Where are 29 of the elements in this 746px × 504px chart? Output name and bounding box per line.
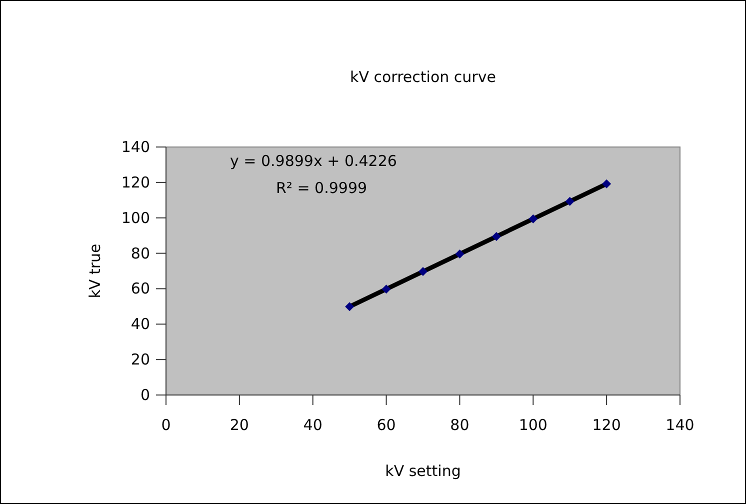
point (382, 284, 391, 294)
x-tick-label: 140 (666, 416, 694, 434)
y-tick-label: 20 (130, 350, 150, 369)
y-tick-label: 60 (130, 280, 150, 298)
point (602, 179, 612, 188)
y-tick-label: 120 (121, 173, 150, 192)
x-tick-label: 80 (450, 416, 470, 434)
y-tick-label: 0 (140, 386, 150, 404)
point (492, 232, 501, 241)
point (565, 196, 574, 206)
x-tick-label: 120 (592, 416, 621, 434)
point (345, 302, 354, 312)
annotation: y = 0.9899x + 0.4226 (230, 152, 397, 170)
y-tick-label: 140 (121, 138, 150, 156)
point (455, 249, 464, 258)
point (528, 214, 538, 224)
x-axis-title: kV setting (385, 462, 461, 480)
y-tick-label: 40 (130, 315, 150, 334)
y-tick-label: 80 (130, 244, 150, 262)
annotation: R² = 0.9999 (276, 179, 368, 197)
x-tick-label: 40 (303, 416, 322, 434)
y-tick-label: 100 (121, 208, 150, 227)
point (418, 267, 428, 276)
y-axis-title: kV true (86, 244, 104, 298)
x-tick-label: 100 (518, 416, 548, 434)
x-tick-label: 0 (161, 416, 171, 434)
x-tick-label: 20 (230, 416, 249, 434)
chart-title: kV correction curve (350, 68, 496, 86)
x-tick-label: 60 (376, 416, 396, 434)
